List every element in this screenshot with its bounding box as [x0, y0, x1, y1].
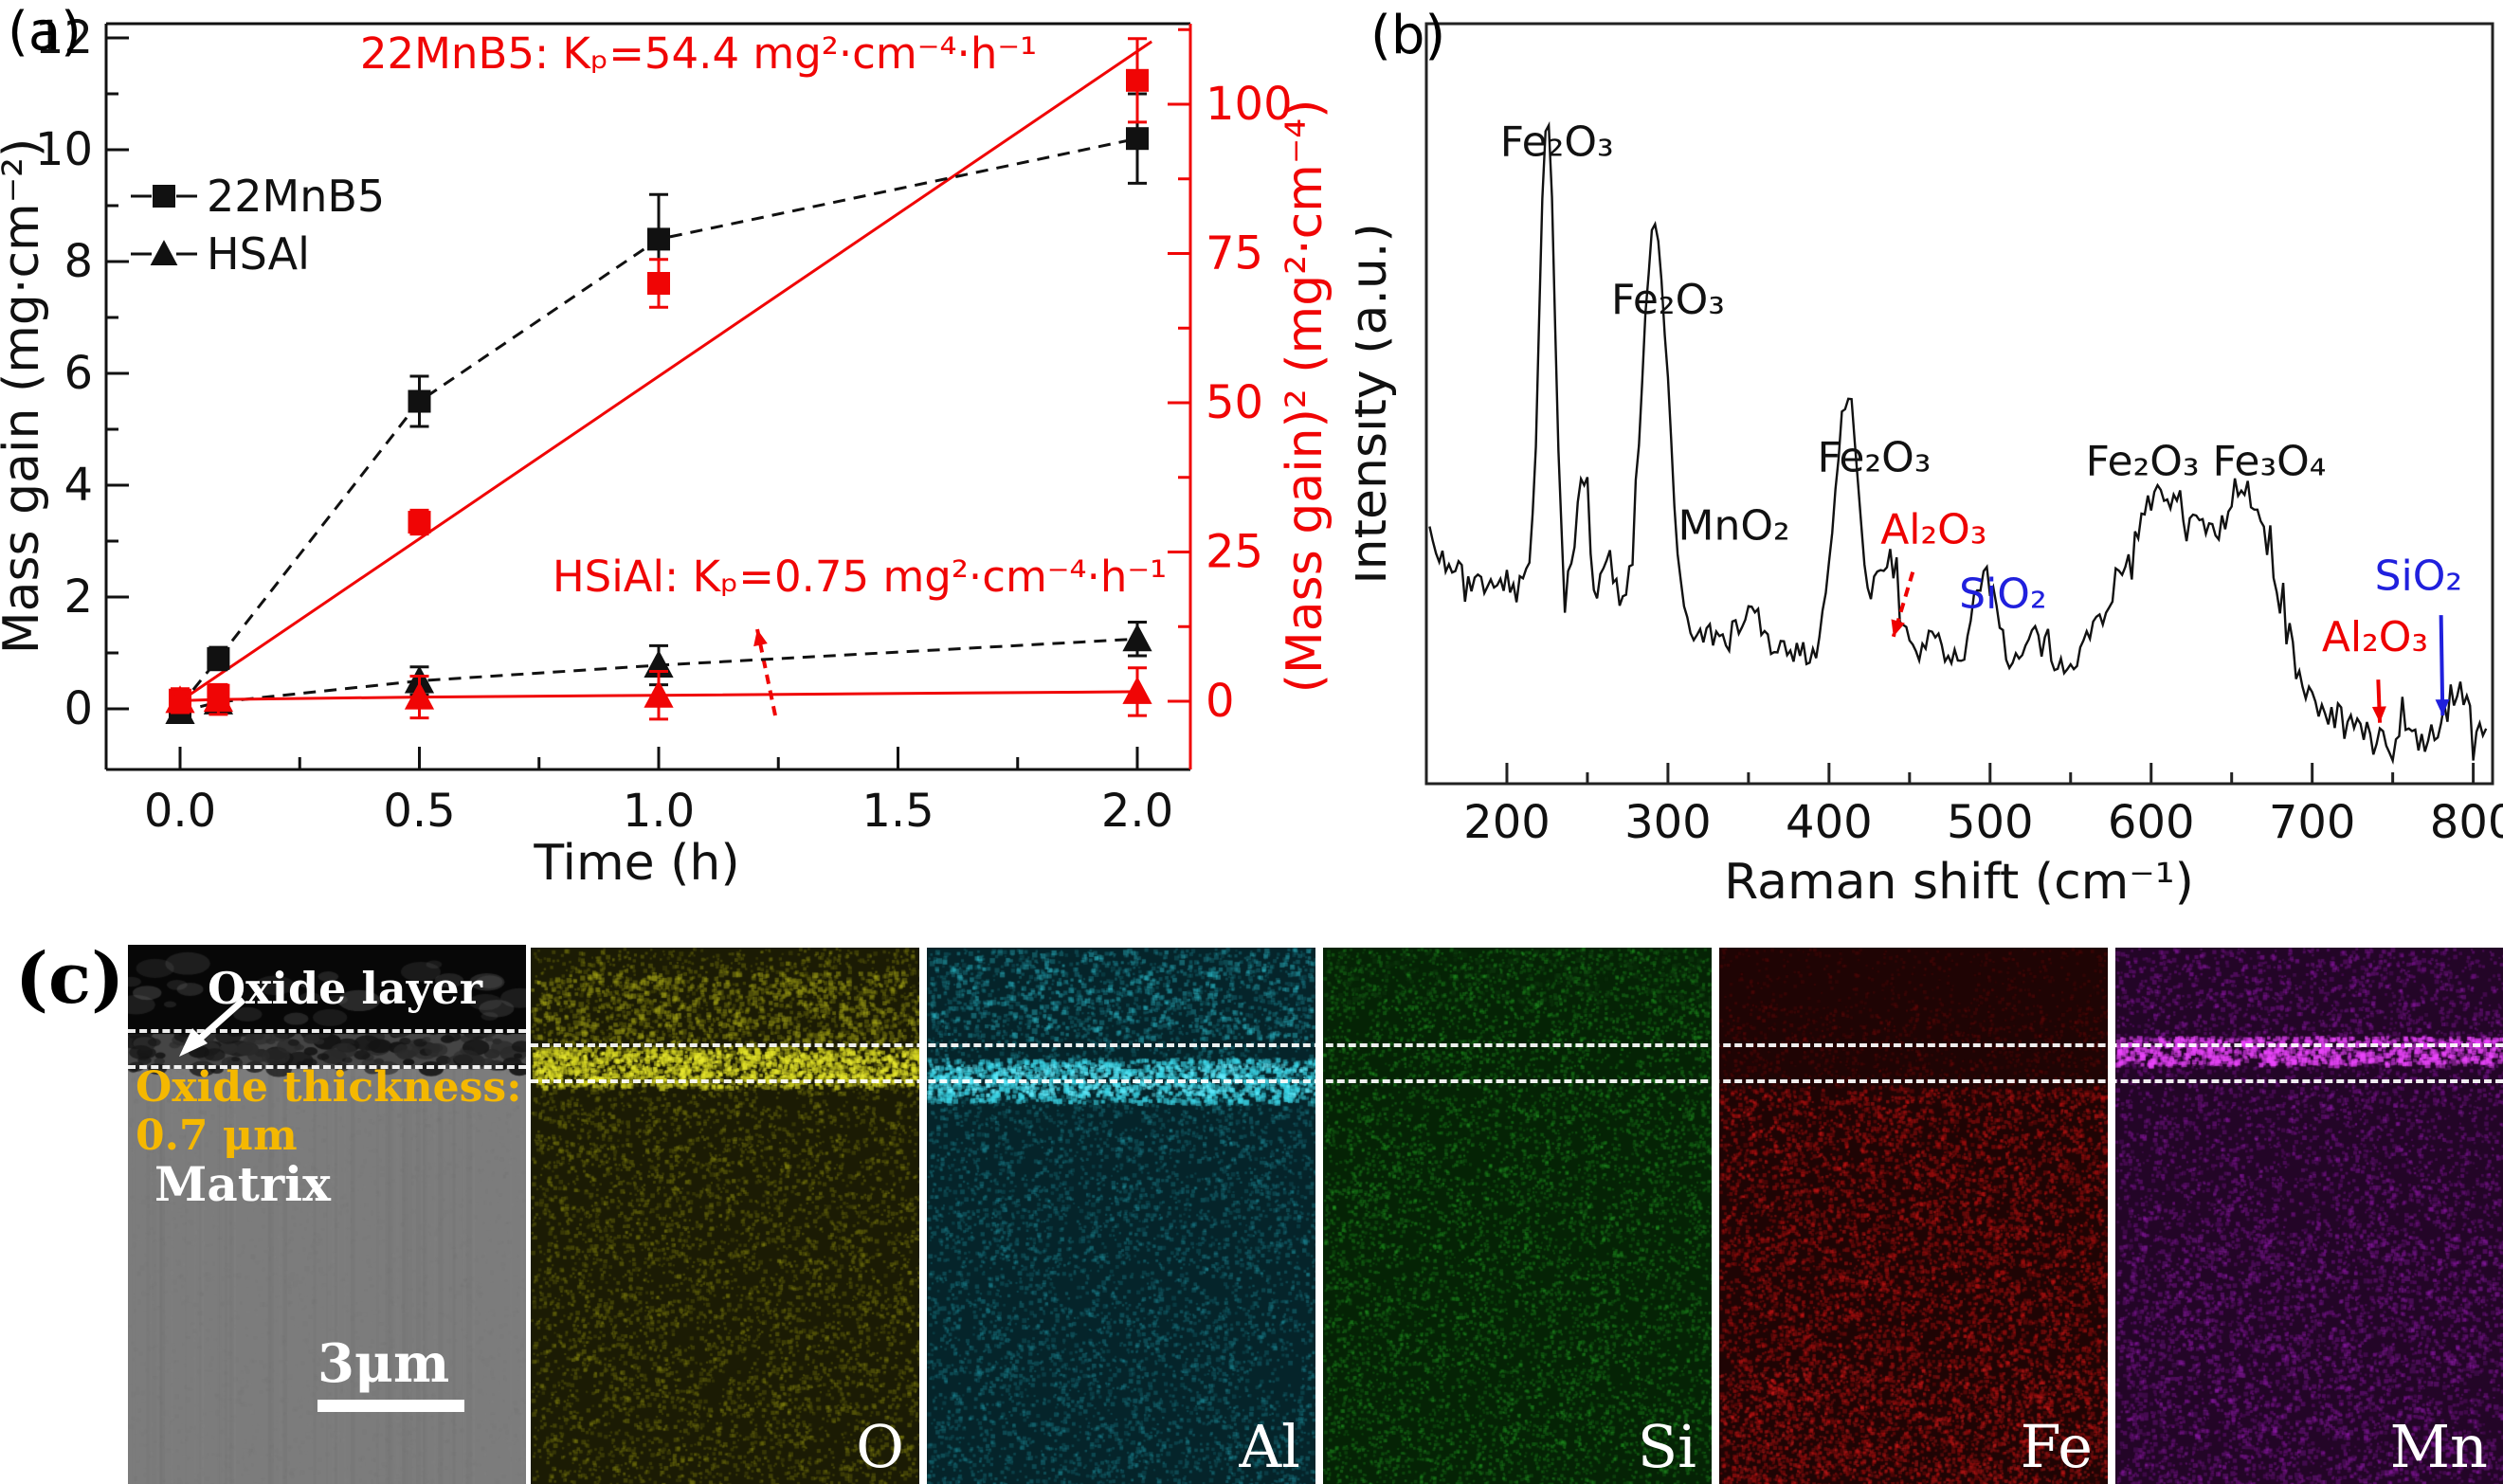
svg-text:200: 200	[1463, 796, 1551, 849]
eds-map-manganese-canvas	[2115, 948, 2503, 1484]
svg-text:0.0: 0.0	[144, 785, 216, 838]
eds-map-label-Al: Al	[1239, 1412, 1300, 1481]
svg-text:10: 10	[35, 123, 93, 176]
peak-label: MnO₂	[1678, 502, 1790, 551]
svg-text:2.0: 2.0	[1101, 785, 1173, 838]
peak-label: Fe₂O₃ Fe₃O₄	[2086, 437, 2327, 485]
panel-a-tag: (a)	[8, 1, 82, 63]
peak-label: SiO₂	[2375, 552, 2462, 601]
x-axis-title: Time (h)	[533, 835, 739, 892]
annotation-kp: HSiAl: Kₚ=0.75 mg²·cm⁻⁴·h⁻¹	[553, 552, 1167, 602]
annotation-kp: 22MnB5: Kₚ=54.4 mg²·cm⁻⁴·h⁻¹	[360, 28, 1037, 79]
svg-text:6: 6	[63, 347, 93, 400]
eds-map-aluminum: Al	[927, 948, 1315, 1484]
eds-map-label-Fe: Fe	[2020, 1412, 2093, 1481]
svg-text:700: 700	[2269, 796, 2356, 849]
peak-label: Fe₂O₃	[1817, 434, 1931, 482]
svg-text:0.5: 0.5	[383, 785, 455, 838]
panel-b-tag: (b)	[1370, 5, 1446, 66]
scale-bar-label: 3μm	[317, 1332, 450, 1395]
x-axis-title: Raman shift (cm⁻¹)	[1724, 854, 2194, 911]
peak-label: SiO₂	[1959, 570, 2046, 619]
mass-gain-plot: 0.0 0.5 1.0 1.5 2.0 0 2 4 6 8 10 12 0 25 50 75 100 Time (…	[0, 11, 1333, 892]
eds-map-iron: Fe	[1719, 948, 2108, 1484]
peak-label: Fe₂O₃	[1611, 276, 1725, 324]
svg-text:500: 500	[1947, 796, 2034, 849]
scale-bar	[317, 1400, 464, 1412]
svg-text:75: 75	[1206, 227, 1263, 281]
svg-text:600: 600	[2108, 796, 2195, 849]
oxide-thickness-line2: 0.7 μm	[136, 1111, 298, 1160]
svg-text:12: 12	[35, 11, 93, 64]
eds-map-silicon-canvas	[1323, 948, 1712, 1484]
maps-oxide-bottom-dashed-line	[531, 1079, 2503, 1083]
raman-plot: 200 300 400 500 600 700 800 Raman shift (cm⁻¹) I…	[1355, 22, 2503, 911]
oxide-thickness-line1: Oxide thickness:	[136, 1063, 522, 1112]
svg-text:1.5: 1.5	[862, 785, 934, 838]
matrix-label: Matrix	[154, 1156, 331, 1212]
peak-label: Al₂O₃	[1880, 505, 1986, 553]
maps-oxide-top-dashed-line	[531, 1043, 2503, 1047]
y-axis-title: Intensity (a.u.)	[1355, 223, 1398, 584]
eds-map-silicon: Si	[1323, 948, 1712, 1484]
eds-map-aluminum-canvas	[927, 948, 1315, 1484]
svg-text:0: 0	[1206, 675, 1235, 728]
raman-spectrum-chart: 200 300 400 500 600 700 800 Raman shift (cm⁻¹) I…	[1355, 22, 2503, 911]
svg-text:0: 0	[63, 682, 93, 735]
mass-gain-kinetics-chart: 0.0 0.5 1.0 1.5 2.0 0 2 4 6 8 10 12 0 25 50 75 100 Time (…	[0, 11, 1333, 892]
eds-map-oxygen: O	[531, 948, 919, 1484]
svg-text:25: 25	[1206, 526, 1263, 579]
fit-line-22MnB5	[179, 40, 1152, 703]
svg-text:100: 100	[1206, 78, 1293, 131]
svg-text:400: 400	[1786, 796, 1873, 849]
svg-text:8: 8	[63, 235, 93, 288]
series-hsial-mass-gain-squared	[165, 666, 1152, 721]
svg-text:300: 300	[1624, 796, 1712, 849]
svg-text:4: 4	[63, 459, 93, 512]
eds-map-label-Si: Si	[1637, 1412, 1696, 1481]
peak-label: Fe₂O₃	[1500, 118, 1614, 167]
panel-c-tag: (c)	[15, 938, 125, 1020]
legend-label: 22MnB5	[207, 171, 385, 222]
sem-cross-section-image: Oxide layer Oxide thickness: 0.7 μm Matr…	[128, 945, 526, 1484]
raman-trace	[1428, 120, 2488, 766]
oxide-layer-arrow-icon	[179, 997, 246, 1057]
y-left-axis-title: Mass gain (mg·cm⁻²)	[0, 138, 50, 655]
sem-oxide-bottom-dashed-line	[128, 1065, 526, 1069]
sem-oxide-top-dashed-line	[128, 1029, 526, 1033]
oxide-layer-label: Oxide layer	[208, 963, 482, 1014]
svg-text:50: 50	[1206, 376, 1263, 429]
svg-text:2: 2	[63, 570, 93, 624]
eds-map-iron-canvas	[1719, 948, 2108, 1484]
eds-map-label-Mn: Mn	[2389, 1412, 2488, 1481]
peak-label: Al₂O₃	[2322, 613, 2428, 661]
legend-label: HSAl	[207, 228, 310, 280]
svg-text:800: 800	[2430, 796, 2503, 849]
oxide-thickness-label: Oxide thickness: 0.7 μm	[136, 1063, 522, 1160]
eds-map-label-O: O	[856, 1412, 904, 1481]
eds-map-manganese: Mn	[2115, 948, 2503, 1484]
legend: 22MnB5 HSAl	[131, 171, 385, 280]
y-right-axis-title: (Mass gain)² (mg²·cm⁻⁴)	[1277, 100, 1333, 694]
svg-text:1.0: 1.0	[623, 785, 695, 838]
eds-map-oxygen-canvas	[531, 948, 919, 1484]
